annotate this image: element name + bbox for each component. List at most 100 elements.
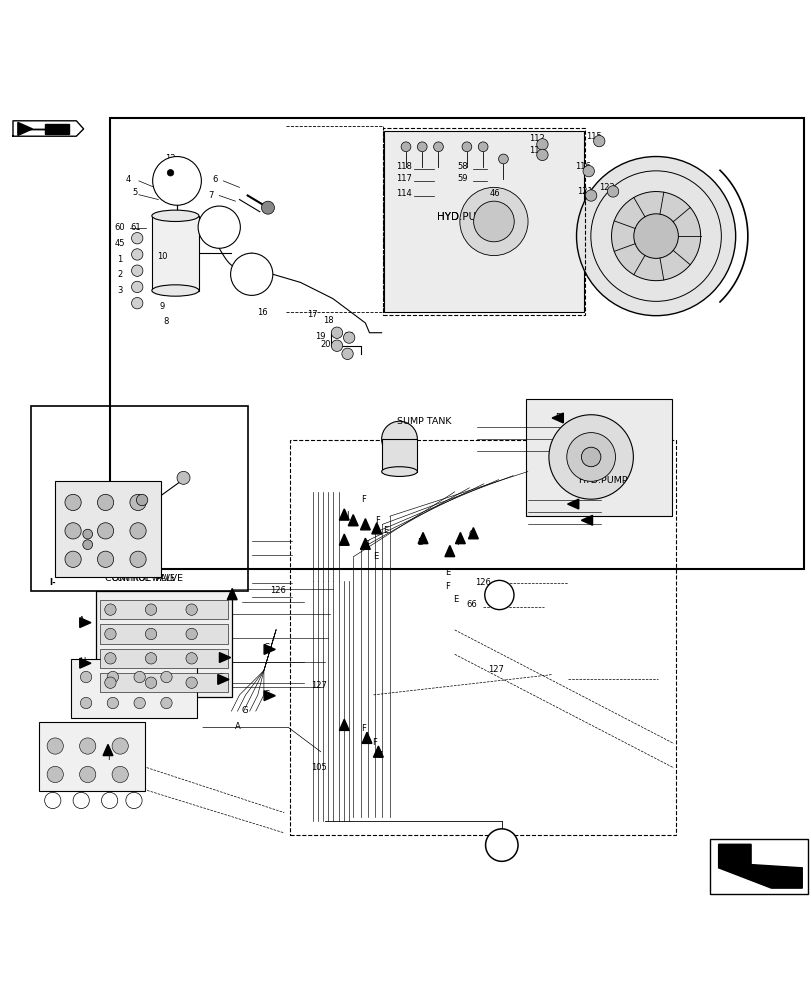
Circle shape <box>161 697 172 709</box>
Circle shape <box>45 792 61 809</box>
Text: SUMP TANK: SUMP TANK <box>396 417 451 426</box>
Circle shape <box>105 604 116 615</box>
Text: 46: 46 <box>489 189 500 198</box>
Text: 112: 112 <box>528 134 544 143</box>
Circle shape <box>461 142 471 152</box>
Circle shape <box>401 142 410 152</box>
Text: 121: 121 <box>577 187 593 196</box>
Circle shape <box>582 165 594 177</box>
Polygon shape <box>79 658 91 668</box>
Text: G: G <box>241 706 247 715</box>
Circle shape <box>65 494 81 511</box>
Text: 9: 9 <box>160 302 165 311</box>
Polygon shape <box>13 121 84 136</box>
Polygon shape <box>567 499 578 509</box>
Circle shape <box>83 540 92 550</box>
Circle shape <box>131 249 143 260</box>
Text: HYD.PUMP: HYD.PUMP <box>437 212 491 222</box>
Polygon shape <box>18 122 32 135</box>
Bar <box>100 649 228 668</box>
Text: K: K <box>215 222 223 232</box>
Text: 113: 113 <box>528 146 544 155</box>
Text: J: J <box>345 511 349 520</box>
Text: I-: I- <box>49 578 56 587</box>
Bar <box>71 659 197 718</box>
Text: 45: 45 <box>115 239 125 248</box>
Text: 91: 91 <box>85 542 95 551</box>
Circle shape <box>112 738 128 754</box>
Polygon shape <box>18 124 69 134</box>
Text: 12: 12 <box>165 154 175 163</box>
Circle shape <box>485 829 517 861</box>
Text: 118: 118 <box>396 162 412 171</box>
Text: C: C <box>218 651 225 660</box>
Circle shape <box>186 653 197 664</box>
Text: A: A <box>234 722 241 731</box>
Polygon shape <box>418 532 427 544</box>
Circle shape <box>585 190 596 201</box>
Polygon shape <box>373 746 383 757</box>
Circle shape <box>134 671 145 683</box>
Circle shape <box>107 671 118 683</box>
Circle shape <box>105 653 116 664</box>
Polygon shape <box>339 719 349 730</box>
Text: E: E <box>383 526 388 535</box>
Circle shape <box>130 494 146 511</box>
Text: CONTROL VALVE: CONTROL VALVE <box>112 574 175 583</box>
Text: 8: 8 <box>164 317 169 326</box>
Polygon shape <box>227 589 237 600</box>
Text: G: G <box>468 530 474 539</box>
Text: D: D <box>585 516 591 525</box>
Text: 114: 114 <box>396 189 412 198</box>
Circle shape <box>433 142 443 152</box>
Circle shape <box>566 433 615 481</box>
Circle shape <box>65 523 81 539</box>
Text: 71: 71 <box>79 701 91 710</box>
Text: F: F <box>361 495 366 504</box>
Text: 59: 59 <box>457 174 467 183</box>
Circle shape <box>107 697 118 709</box>
Text: 61: 61 <box>130 223 141 232</box>
Circle shape <box>186 677 197 688</box>
Bar <box>100 624 228 644</box>
Circle shape <box>130 551 146 567</box>
Circle shape <box>105 677 116 688</box>
Polygon shape <box>444 545 454 557</box>
Circle shape <box>83 529 92 539</box>
Text: 116: 116 <box>574 162 590 171</box>
Ellipse shape <box>152 285 199 296</box>
Bar <box>381 439 417 472</box>
Polygon shape <box>371 523 381 534</box>
Text: I: I <box>106 753 109 762</box>
Circle shape <box>548 415 633 499</box>
Polygon shape <box>581 515 592 525</box>
Text: L: L <box>496 591 501 600</box>
Text: 122: 122 <box>599 183 615 192</box>
Text: E: E <box>373 552 378 561</box>
Ellipse shape <box>152 210 199 221</box>
Polygon shape <box>362 732 371 743</box>
Circle shape <box>145 628 157 640</box>
Circle shape <box>145 653 157 664</box>
Text: 18: 18 <box>323 316 334 325</box>
Bar <box>383 128 584 315</box>
Text: D: D <box>555 413 561 422</box>
Bar <box>290 440 676 835</box>
Circle shape <box>417 142 427 152</box>
Circle shape <box>80 697 92 709</box>
Text: 2: 2 <box>118 270 122 279</box>
Polygon shape <box>79 618 91 628</box>
Polygon shape <box>339 509 349 520</box>
Text: 58: 58 <box>457 162 468 171</box>
Circle shape <box>47 766 63 783</box>
Circle shape <box>152 157 201 205</box>
Circle shape <box>79 738 96 754</box>
Circle shape <box>112 766 128 783</box>
Text: E: E <box>453 595 457 604</box>
Circle shape <box>126 792 142 809</box>
Polygon shape <box>219 653 230 662</box>
Circle shape <box>80 671 92 683</box>
Text: 7: 7 <box>208 191 213 200</box>
Circle shape <box>261 201 274 214</box>
Circle shape <box>478 142 487 152</box>
